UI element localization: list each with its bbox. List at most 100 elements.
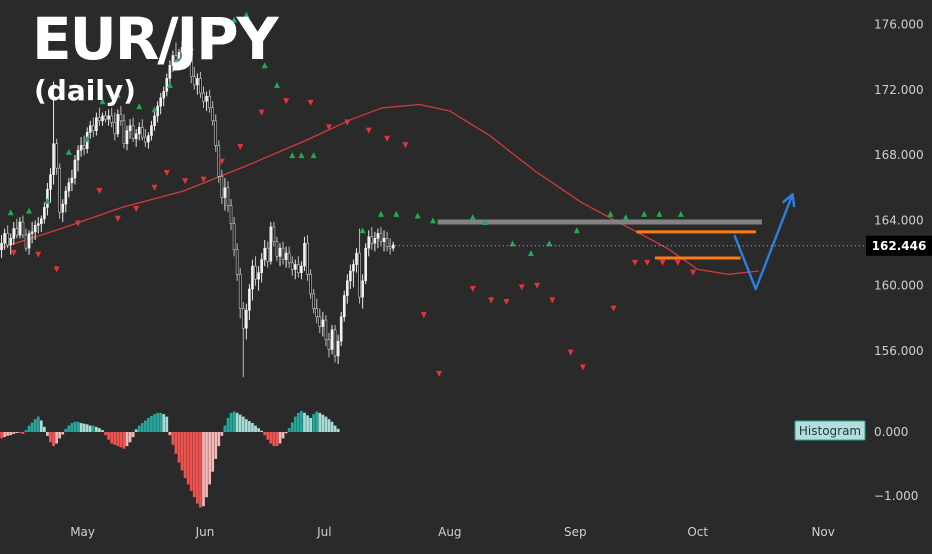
histogram-bar: [165, 416, 169, 432]
candle-body: [220, 176, 224, 198]
sell-signal-marker: [567, 349, 574, 356]
sell-signal-marker: [690, 269, 697, 276]
histogram-bar: [208, 432, 211, 485]
candle-body: [223, 187, 227, 198]
sell-signal-marker: [163, 170, 170, 177]
candle-body: [257, 272, 260, 280]
histogram-bar: [278, 432, 282, 444]
histogram-bar: [42, 426, 46, 432]
histogram-bar: [202, 432, 205, 507]
histogram-bar: [214, 432, 218, 459]
candle-body: [134, 133, 138, 140]
price-tick-label: 164.000: [874, 213, 924, 227]
histogram-bar: [312, 414, 316, 432]
candle-body: [107, 115, 110, 120]
candle-body: [156, 105, 159, 117]
histogram-bar: [116, 432, 120, 447]
histogram-bar: [241, 416, 245, 432]
candle-body: [303, 242, 306, 267]
sell-signal-marker: [258, 109, 265, 116]
candle-body: [352, 264, 355, 272]
histogram-bar: [260, 430, 264, 432]
candle-body: [355, 252, 358, 265]
moving-average-line: [0, 103, 759, 275]
sell-signal-marker: [75, 220, 82, 227]
candle-body: [287, 252, 291, 264]
candle-body: [266, 247, 270, 262]
histogram-bar: [140, 423, 144, 432]
candle-body: [315, 308, 319, 318]
histogram-bar: [199, 432, 202, 508]
candle-body: [70, 177, 74, 184]
price-tick-label: 156.000: [874, 344, 924, 358]
histogram-bar: [39, 420, 43, 432]
candle-body: [205, 96, 208, 102]
buy-signal-marker: [414, 212, 421, 219]
sell-signal-marker: [200, 176, 207, 183]
candle-body: [125, 130, 129, 144]
histogram-bar: [131, 432, 135, 438]
histogram-bar: [263, 432, 267, 436]
histogram-bar: [150, 416, 153, 432]
candle-body: [101, 115, 104, 122]
buy-signal-marker: [44, 197, 51, 204]
buy-signal-marker: [273, 81, 280, 88]
candle-body: [183, 43, 187, 48]
sell-signal-marker: [518, 284, 525, 291]
candle-body: [33, 225, 37, 233]
buy-signal-marker: [289, 152, 296, 159]
buy-signal-marker: [469, 214, 476, 221]
histogram-bar: [58, 432, 62, 439]
candle-body: [24, 234, 28, 249]
sell-signal-marker: [114, 215, 121, 222]
sell-signal-marker: [133, 205, 140, 212]
histogram-bar: [189, 432, 193, 491]
histogram-tick-label: 0.000: [874, 425, 908, 439]
candle-body: [385, 238, 389, 247]
candle-body: [379, 233, 383, 242]
histogram-bar: [257, 428, 260, 432]
price-tick-label: 160.000: [874, 279, 924, 293]
histogram-bar: [110, 432, 114, 444]
histogram-bar: [333, 425, 337, 432]
sell-signal-marker: [549, 297, 556, 304]
candle-body: [312, 293, 315, 309]
candle-body: [88, 125, 92, 133]
candle-body: [293, 264, 297, 270]
histogram-bar: [156, 412, 159, 432]
histogram-bar: [235, 412, 239, 432]
candle-body: [297, 264, 300, 273]
histogram-bar: [52, 432, 55, 447]
time-axis-label: Jul: [316, 525, 331, 539]
histogram-bar: [318, 412, 322, 432]
histogram-bar: [70, 423, 74, 432]
candle-body: [159, 97, 162, 107]
histogram-bar: [309, 417, 312, 432]
sell-signal-marker: [402, 142, 409, 149]
candle-body: [361, 280, 364, 298]
histogram-bar: [220, 432, 224, 436]
histogram-bar: [6, 432, 10, 436]
histogram-bar: [254, 425, 257, 432]
candle-body: [52, 143, 55, 175]
histogram-bar: [107, 432, 111, 440]
candle-body: [21, 221, 25, 236]
sell-signal-marker: [534, 282, 541, 289]
histogram-bar: [113, 432, 117, 445]
candle-body: [58, 167, 61, 213]
candle-body: [180, 47, 184, 53]
candle-body: [263, 247, 267, 260]
sell-signal-marker: [503, 299, 510, 306]
chart-title: EUR/JPY: [32, 5, 279, 73]
candle-body: [235, 249, 239, 275]
candle-body: [110, 115, 114, 123]
buy-signal-marker: [7, 209, 14, 216]
candle-body: [254, 265, 257, 280]
histogram-tick-label: −1.000: [874, 489, 918, 503]
histogram-bar: [67, 425, 71, 432]
sell-signal-marker: [488, 297, 495, 304]
candle-body: [367, 236, 371, 249]
histogram-bar: [174, 432, 178, 454]
candle-body: [40, 218, 43, 224]
histogram-bar: [27, 425, 31, 432]
